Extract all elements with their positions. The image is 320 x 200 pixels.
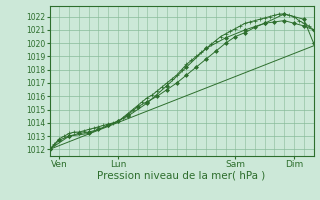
X-axis label: Pression niveau de la mer( hPa ): Pression niveau de la mer( hPa ) bbox=[98, 171, 266, 181]
